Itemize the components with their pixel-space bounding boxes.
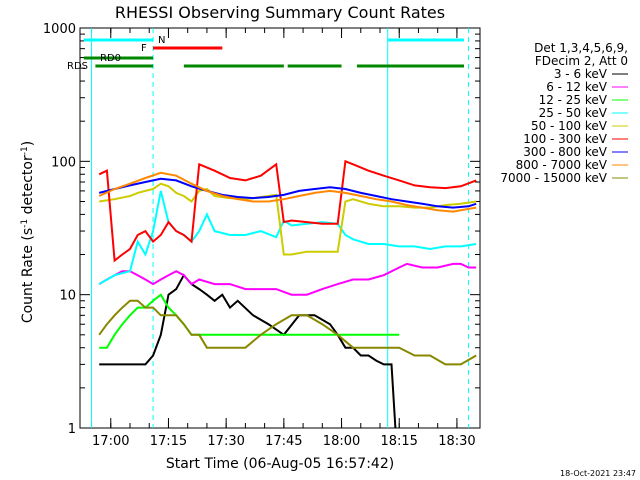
x-tick-label: 17:30: [207, 434, 244, 449]
y-axis-label: Count Rate (s-1 detector-1): [20, 141, 36, 323]
legend-entry-label: 100 - 300 keV: [523, 132, 607, 146]
series-line: [99, 273, 397, 429]
plot-frame: [79, 27, 481, 429]
y-tick-label: 1: [68, 422, 76, 437]
legend-entry-label: 300 - 800 keV: [523, 145, 607, 159]
y-tick-label: 100: [51, 155, 76, 170]
flag-label: N: [158, 35, 165, 46]
series-line: [99, 293, 400, 349]
legend-entry-label: 25 - 50 keV: [539, 106, 608, 120]
x-tick-label: 18:00: [323, 434, 360, 449]
legend: Det 1,3,4,5,6,9,FDecim 2, Att 03 - 6 keV…: [500, 41, 628, 185]
legend-header: FDecim 2, Att 0: [535, 54, 628, 68]
legend-header: Det 1,3,4,5,6,9,: [534, 41, 628, 55]
series-line: [98, 190, 477, 285]
legend-entry-label: 50 - 100 keV: [531, 119, 608, 133]
series-line: [98, 299, 477, 366]
y-tick-label: 10: [59, 289, 76, 304]
legend-entry-label: 3 - 6 keV: [554, 67, 608, 81]
x-tick-label: 17:45: [265, 434, 302, 449]
plot-area: 1 10 100 1000 17:00 17:15 17:30 17:45 18:00 18:15…: [43, 22, 481, 449]
chart-title: RHESSI Observing Summary Count Rates: [115, 3, 445, 22]
flag-label: F: [141, 43, 147, 54]
series-line: [98, 159, 477, 263]
series-line: [98, 177, 477, 209]
footer-date: 18-Oct-2021 23:47: [560, 469, 636, 478]
flag-label: RD0: [100, 53, 121, 64]
flag-label: RDS: [67, 61, 88, 72]
y-tick-label: 1000: [43, 22, 76, 37]
legend-entry-label: 800 - 7000 keV: [516, 158, 608, 172]
legend-entry-label: 12 - 25 keV: [539, 93, 608, 107]
x-tick-label: 18:15: [380, 434, 417, 449]
series-line: [98, 262, 477, 296]
x-tick-label: 18:30: [438, 434, 475, 449]
series-line: [98, 171, 477, 213]
x-axis-label: Start Time (06-Aug-05 16:57:42): [166, 456, 394, 472]
legend-entry-label: 7000 - 15000 keV: [500, 171, 607, 185]
x-tick-label: 17:15: [150, 434, 187, 449]
legend-entry-label: 6 - 12 keV: [546, 80, 608, 94]
x-tick-label: 17:00: [92, 434, 129, 449]
